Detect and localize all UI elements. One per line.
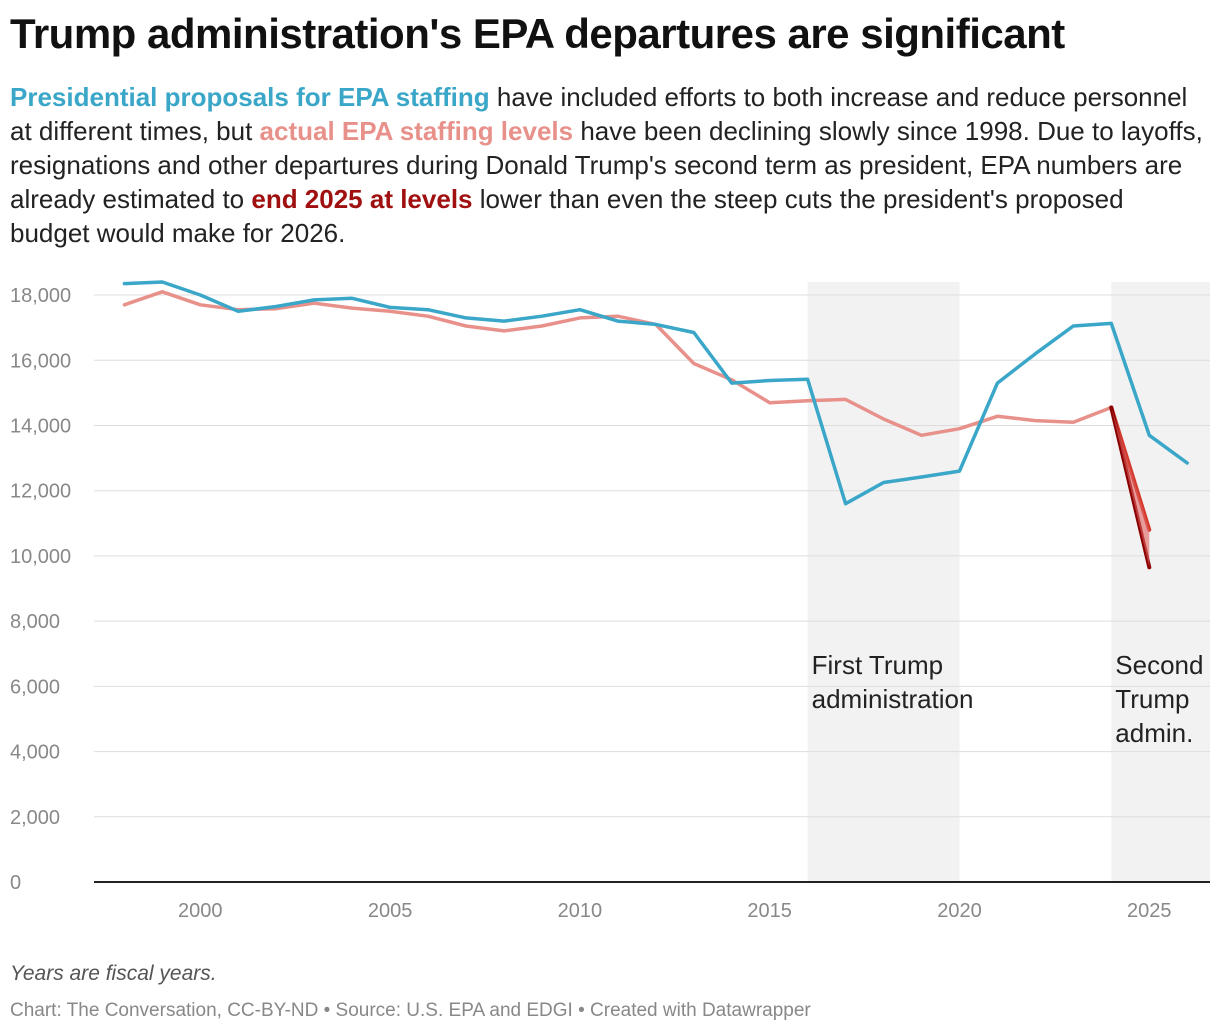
- y-tick-label: 16,000: [10, 350, 71, 372]
- credit-line: Chart: The Conversation, CC-BY-ND • Sour…: [10, 1000, 811, 1021]
- legend-actual-highlight: actual EPA staffing levels: [259, 116, 574, 146]
- chart-title: Trump administration's EPA departures ar…: [10, 10, 1065, 57]
- y-tick-label: 18,000: [10, 285, 71, 307]
- chart-description: Presidential proposals for EPA staffing …: [10, 80, 1205, 250]
- description-text-2: have been declining slowly since 1998. D…: [10, 116, 1203, 214]
- annotation-first-trump-admin: administration: [812, 684, 974, 714]
- y-tick-label: 12,000: [10, 481, 71, 503]
- description-text-3: lower than even the steep cuts the presi…: [10, 184, 1124, 248]
- y-axis-labels: 0 2,000 4,000 6,000 8,000 10,000 12,000 14,000 1…: [10, 285, 71, 894]
- annotation-second-trump-admin: admin.: [1115, 718, 1193, 748]
- period-annotations: First Trump administration Second Trump admi…: [812, 650, 1204, 748]
- x-tick-label: 2015: [747, 900, 792, 922]
- shaded-regions: [807, 282, 1210, 882]
- series-line-proposals: [122, 280, 1189, 506]
- x-tick-label: 2005: [368, 900, 413, 922]
- annotation-second-trump-admin: Trump: [1115, 684, 1189, 714]
- annotation-second-trump-admin: Second: [1115, 650, 1203, 680]
- y-tick-label: 0: [10, 872, 21, 894]
- gridlines: [94, 294, 1210, 883]
- x-tick-label: 2010: [558, 900, 603, 922]
- line-chart: 0 2,000 4,000 6,000 8,000 10,000 12,000 14,000 1…: [10, 280, 1210, 922]
- legend-estimate-highlight: end 2025 at levels: [251, 184, 473, 214]
- y-tick-label: 14,000: [10, 415, 71, 437]
- x-tick-label: 2000: [178, 900, 223, 922]
- annotation-first-trump-admin: First Trump: [812, 650, 943, 680]
- x-axis-labels: 2000 2005 2010 2015 2020 2025: [178, 900, 1171, 922]
- x-tick-label: 2020: [937, 900, 982, 922]
- series-lines: [122, 280, 1189, 570]
- y-tick-label: 10,000: [10, 546, 71, 568]
- shade-first-trump-admin: [807, 282, 960, 882]
- y-tick-label: 8,000: [10, 611, 60, 633]
- legend-proposals-highlight: Presidential proposals for EPA staffing: [10, 82, 490, 112]
- description-text-1: have included efforts to both increase a…: [10, 82, 1188, 146]
- footnote: Years are fiscal years.: [10, 962, 217, 985]
- y-tick-label: 6,000: [10, 676, 60, 698]
- shade-second-trump-admin: [1111, 282, 1210, 882]
- y-tick-label: 4,000: [10, 742, 60, 764]
- y-tick-label: 2,000: [10, 807, 60, 829]
- x-tick-label: 2025: [1127, 900, 1172, 922]
- series-line-actual: [122, 290, 1114, 438]
